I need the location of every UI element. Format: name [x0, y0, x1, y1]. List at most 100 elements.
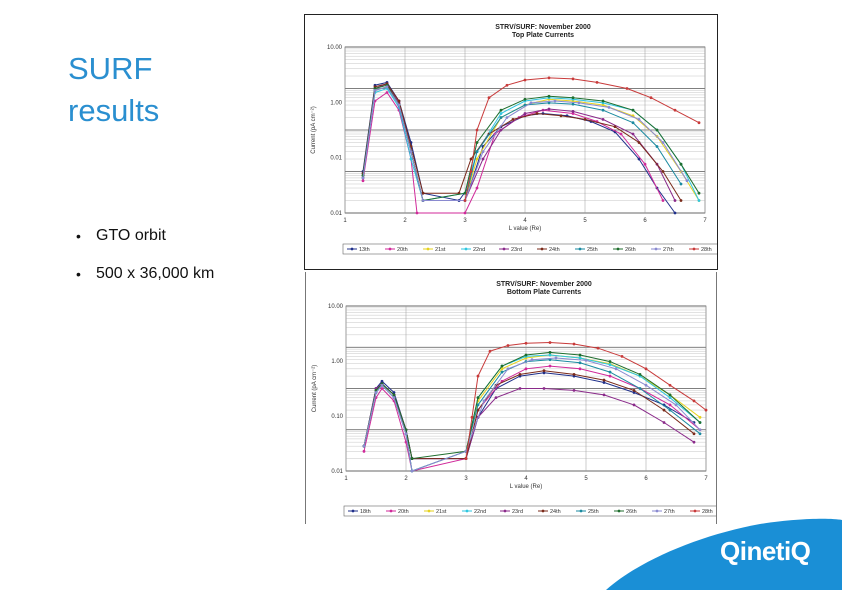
data-point-26th — [698, 421, 702, 424]
data-point-27th — [674, 403, 678, 407]
data-point-23rd — [601, 118, 605, 121]
data-point-24th — [632, 388, 636, 392]
data-point-25th — [547, 101, 551, 105]
slide-title-line2: results — [68, 93, 160, 128]
bottom-plate-chart-panel: STRV/SURF: November 2000 Bottom Plate Cur… — [305, 272, 717, 524]
y-axis-label: Current (pA cm⁻²) — [311, 106, 317, 154]
data-point-25th — [578, 361, 582, 365]
data-point-26th — [655, 128, 659, 132]
legend-marker — [578, 247, 582, 251]
legend-marker — [388, 247, 392, 251]
x-tick-label: 7 — [704, 476, 708, 482]
data-point-25th — [500, 370, 504, 374]
top-plate-chart-panel: STRV/SURF: November 2000 Top Plate Curren… — [304, 14, 718, 270]
data-point-24th — [421, 191, 425, 195]
legend-label: 24th — [550, 509, 561, 515]
legend-marker — [427, 509, 431, 513]
data-point-20th — [380, 387, 384, 390]
data-point-23rd — [571, 110, 575, 113]
x-tick-label: 6 — [643, 218, 647, 224]
bullet-list: • GTO orbit • 500 x 36,000 km — [76, 224, 296, 300]
data-point-23rd — [499, 128, 503, 132]
data-point-25th — [608, 370, 612, 374]
bullet-text: GTO orbit — [96, 227, 166, 244]
data-point-25th — [638, 387, 642, 390]
x-tick-label: 1 — [343, 218, 347, 224]
logo-text: QinetiQ — [720, 536, 811, 566]
data-point-28th — [523, 78, 527, 82]
data-point-20th — [548, 364, 552, 368]
data-point-24th — [679, 199, 683, 202]
series-line-20th — [362, 91, 664, 214]
data-point-26th — [500, 364, 504, 368]
data-point-24th — [602, 378, 606, 382]
data-point-28th — [673, 108, 677, 112]
data-point-24th — [469, 157, 473, 161]
x-tick-label: 5 — [583, 218, 587, 224]
data-point-18th — [602, 381, 606, 384]
data-point-26th — [523, 97, 527, 101]
data-point-26th — [679, 162, 683, 166]
data-point-26th — [668, 393, 672, 397]
data-point-20th — [463, 211, 467, 215]
data-point-24th — [692, 432, 696, 436]
legend-marker — [692, 247, 696, 251]
data-point-25th — [601, 108, 605, 112]
x-tick-label: 3 — [463, 218, 467, 224]
legend-label: 28th — [702, 509, 713, 515]
series-line-23rd — [362, 83, 676, 201]
data-point-20th — [362, 449, 366, 453]
data-point-24th — [535, 112, 539, 115]
legend-label: 24th — [549, 247, 560, 253]
data-point-28th — [571, 77, 575, 81]
legend-box — [343, 505, 716, 517]
legend-marker — [465, 509, 469, 513]
data-point-24th — [613, 125, 617, 129]
data-point-24th — [542, 369, 546, 373]
data-point-22nd — [409, 157, 413, 161]
x-axis-label: L value (Re) — [509, 226, 541, 232]
legend-label: 26th — [625, 247, 636, 253]
data-point-23rd — [518, 387, 522, 390]
data-point-27th — [661, 141, 665, 144]
data-point-27th — [607, 106, 611, 109]
x-tick-label: 5 — [584, 476, 588, 482]
data-point-27th — [397, 103, 401, 107]
series-line-28th — [465, 341, 707, 459]
data-point-20th — [578, 367, 582, 371]
data-point-28th — [692, 399, 696, 403]
data-point-28th — [649, 96, 653, 100]
data-point-21st — [475, 157, 479, 161]
data-point-23rd — [494, 396, 498, 400]
data-point-27th — [421, 199, 425, 202]
bullet-text: 500 x 36,000 km — [96, 265, 215, 282]
data-point-27th — [392, 396, 396, 400]
y-tick-label: 0.01 — [330, 156, 342, 162]
data-point-13th — [673, 211, 677, 215]
data-point-24th — [662, 408, 666, 412]
bullet-dot-icon: • — [76, 228, 81, 244]
data-point-28th — [548, 341, 552, 344]
data-point-24th — [637, 141, 641, 144]
y-tick-label: 0.01 — [330, 211, 342, 217]
data-point-28th — [464, 457, 468, 460]
legend-label: 22nd — [474, 509, 486, 515]
data-point-25th — [571, 102, 575, 106]
data-point-25th — [679, 182, 683, 186]
legend-label: 25th — [588, 509, 599, 515]
data-point-23rd — [673, 199, 677, 202]
legend-marker — [503, 509, 507, 513]
slide-title: SURF results — [68, 48, 268, 132]
data-point-24th — [583, 118, 587, 121]
data-point-26th — [697, 191, 701, 195]
data-point-28th — [469, 170, 473, 173]
x-tick-label: 2 — [403, 218, 407, 224]
data-point-27th — [374, 391, 378, 394]
data-point-27th — [553, 99, 557, 103]
legend-label: 21st — [436, 509, 447, 515]
chart-title: STRV/SURF: November 2000 — [496, 281, 592, 288]
legend-marker — [540, 247, 544, 251]
data-point-27th — [482, 399, 486, 403]
